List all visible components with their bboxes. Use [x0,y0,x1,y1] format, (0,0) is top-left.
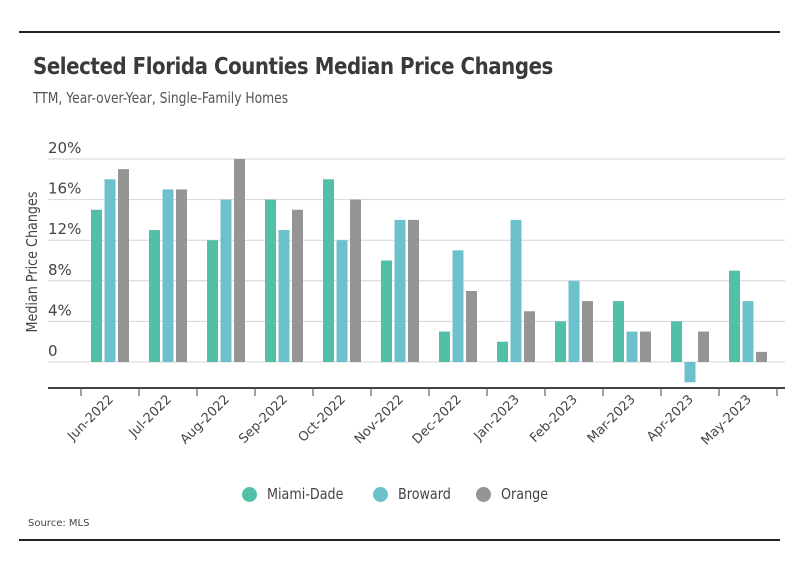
bar-miami-dade [555,321,566,362]
bars [91,159,767,383]
bar-broward [568,280,580,362]
bar-orange [640,331,651,362]
bar-miami-dade [207,240,218,362]
legend-label: Broward [397,485,451,503]
bar-orange [292,209,303,362]
legend-label: Orange [500,485,548,503]
bar-orange [234,159,245,362]
x-tick-label: Oct-2022 [296,392,349,445]
x-axis: Jun-2022 Jul-2022 Aug-2022 Sep-2022 Oct-2022… [48,387,785,448]
x-tick-label: Aug-2022 [178,392,233,447]
legend-swatch [372,486,388,502]
bar-miami-dade [149,230,160,362]
bar-broward [626,331,638,362]
bottom-rule [19,539,780,541]
y-tick-label: 4% [48,301,72,319]
bar-broward [742,301,754,362]
bar-broward [278,230,290,362]
bar-broward [220,199,232,362]
y-tick-label: 0 [48,342,58,360]
bar-miami-dade [497,341,508,362]
legend-item-broward[interactable]: Broward [372,485,460,503]
y-tick-label: 16% [48,180,81,198]
chart-title: Selected Florida Counties Median Price C… [33,54,553,80]
bar-orange [756,351,767,362]
bar-broward [452,250,464,362]
legend-swatch [241,486,257,502]
x-tick-label: Nov-2022 [352,392,407,447]
y-tick-label: 20% [48,139,81,157]
bar-miami-dade [265,199,276,362]
legend-item-miami-dade[interactable]: Miami-Dade [241,485,357,503]
top-rule [19,31,780,33]
bar-orange [176,189,187,362]
bar-orange [118,169,129,362]
bar-miami-dade [613,301,624,362]
x-tick-label: Dec-2022 [410,392,465,447]
chart-subtitle: TTM, Year-over-Year, Single-Family Homes [33,89,289,107]
x-tick-label: Sep-2022 [236,392,291,447]
y-tick-label: 12% [48,220,81,238]
bar-orange [698,331,709,362]
legend-swatch [475,486,491,502]
bar-orange [408,219,419,362]
bar-miami-dade [671,321,682,362]
bar-broward [684,362,696,383]
x-tick-label: Jun-2022 [64,392,116,444]
x-tick-label: Mar-2023 [585,392,639,446]
legend: Miami-Dade Broward Orange [0,485,798,503]
x-tick-label: Jul-2022 [126,392,175,441]
y-axis-ticks: 0 4% 8% 12% 16% 20% [48,139,81,360]
x-tick-label: Feb-2023 [527,392,581,446]
bar-miami-dade [439,331,450,362]
bar-miami-dade [381,260,392,362]
bar-orange [524,311,535,362]
bar-miami-dade [323,179,334,362]
legend-label: Miami-Dade [266,485,344,503]
bar-miami-dade [729,270,740,362]
x-tick-label: Apr-2023 [644,392,697,445]
bar-orange [582,301,593,362]
bar-orange [350,199,361,362]
bar-broward [510,219,522,362]
bar-broward [336,240,348,362]
bar-broward [104,179,116,362]
source-note: Source: MLS [28,518,90,529]
bar-orange [466,290,477,362]
y-tick-label: 8% [48,261,72,279]
bar-miami-dade [91,209,102,362]
bar-broward [394,219,406,362]
bar-broward [162,189,174,362]
x-tick-label: Jan-2023 [471,392,523,444]
legend-item-orange[interactable]: Orange [475,485,556,503]
x-tick-label: May-2023 [699,392,755,448]
